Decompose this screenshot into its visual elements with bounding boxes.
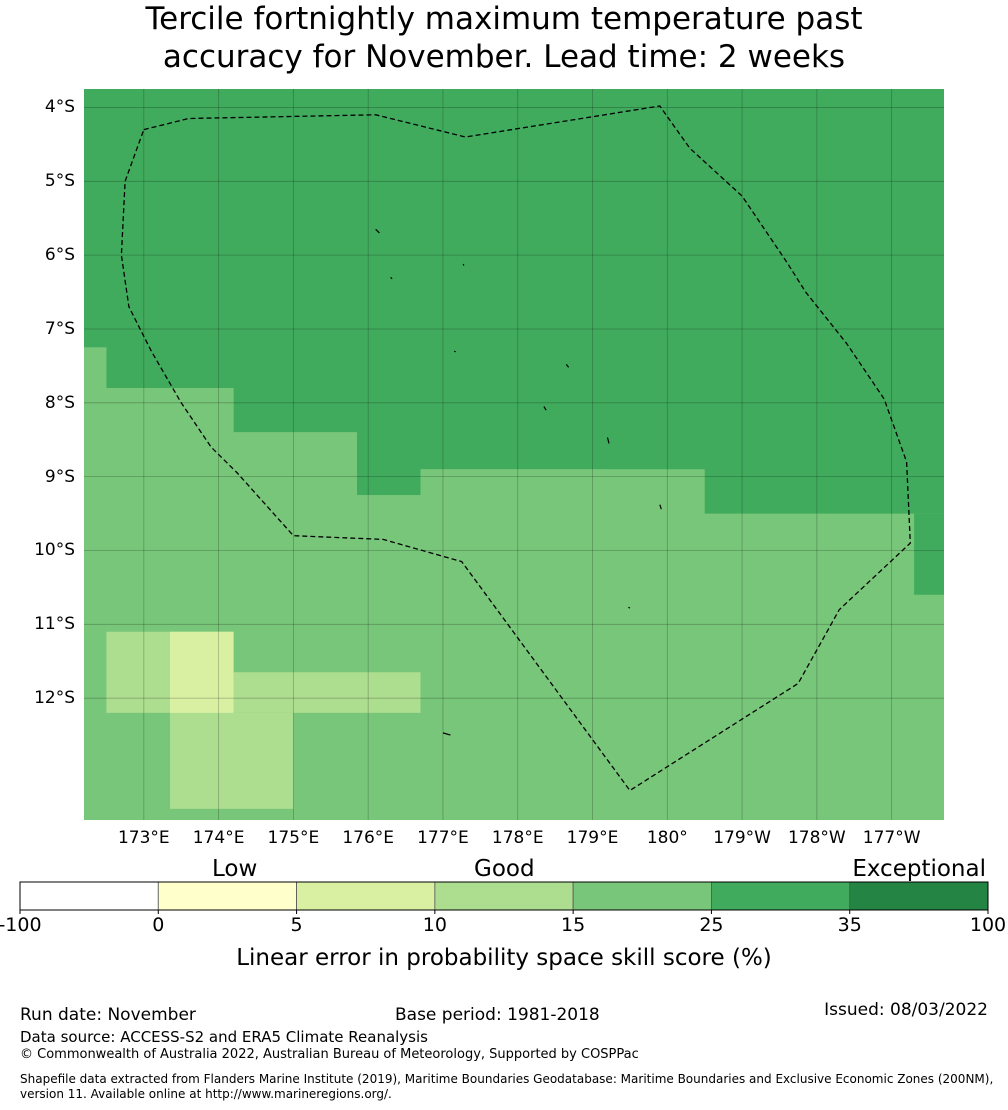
island [390, 276, 393, 280]
lon-label: 176°E [342, 828, 395, 848]
lat-label: 12°S [34, 688, 75, 709]
colorbar-tick-label: 25 [699, 914, 724, 936]
island [659, 504, 662, 510]
colorbar-frame [19, 881, 989, 911]
base-period: Base period: 1981-2018 [395, 1005, 600, 1025]
shapefile-credit-line-2: version 11. Available online at http://w… [20, 1087, 392, 1101]
colorbar-tick-label: 100 [969, 914, 1007, 936]
skill-region-10 [170, 631, 234, 713]
eez-boundary [120, 105, 911, 792]
lon-label: 178°E [491, 828, 544, 848]
run-date: Run date: November [20, 1005, 196, 1025]
island [375, 228, 380, 234]
colorbar-tick-label: 15 [561, 914, 586, 936]
skill-score-map [84, 89, 944, 820]
island [442, 732, 451, 736]
lat-label: 11°S [34, 614, 75, 635]
colorbar-tick-label: 10 [422, 914, 447, 936]
skill-region-2 [704, 543, 915, 595]
lat-label: 9°S [44, 466, 75, 487]
chart-title-line-2: accuracy for November. Lead time: 2 week… [162, 39, 846, 75]
skill-region-1 [84, 347, 604, 555]
lon-label: 174°E [192, 828, 245, 848]
colorbar-tick-label: 0 [152, 914, 165, 936]
colorbar-label: Linear error in probability space skill … [236, 945, 772, 971]
skill-region-8 [233, 672, 421, 713]
lat-label: 4°S [44, 97, 75, 118]
skill-region-5 [420, 808, 481, 820]
lat-label: 7°S [44, 318, 75, 339]
colorbar [19, 881, 989, 914]
colorbar-segment [296, 881, 436, 911]
lat-label: 10°S [34, 540, 75, 561]
copyright-notice: © Commonwealth of Australia 2022, Austra… [20, 1047, 639, 1062]
lon-label: 173°E [117, 828, 170, 848]
colorbar-segment [711, 881, 851, 911]
category-label-low: Low [212, 856, 258, 882]
skill-region-0 [84, 89, 944, 514]
island [606, 437, 610, 444]
lon-label: 179°W [713, 828, 771, 848]
island [453, 350, 456, 353]
colorbar-tick-label: -100 [0, 914, 42, 936]
lon-label: 177°E [417, 828, 469, 848]
lon-label: 175°E [267, 828, 320, 848]
data-source: Data source: ACCESS-S2 and ERA5 Climate … [20, 1028, 428, 1046]
shapefile-credit-line-1: Shapefile data extracted from Flanders M… [20, 1072, 994, 1086]
colorbar-tick-label: 35 [837, 914, 862, 936]
skill-region-9 [170, 712, 294, 809]
lon-label: 177°W [862, 828, 921, 848]
colorbar-segment [572, 881, 712, 911]
colorbar-segment [157, 881, 297, 911]
colorbar-segment [849, 881, 989, 911]
island [565, 364, 570, 368]
skill-region-6 [914, 513, 944, 595]
island [462, 263, 465, 266]
skill-region-4 [704, 749, 855, 820]
skill-region-3 [914, 594, 944, 713]
lon-label: 179°E [566, 828, 619, 848]
category-label-exceptional: Exceptional [852, 856, 986, 882]
lat-label: 6°S [44, 245, 75, 266]
lon-label: 178°W [787, 828, 846, 848]
lat-label: 8°S [44, 392, 75, 413]
island [543, 406, 547, 411]
lat-label: 5°S [44, 171, 75, 192]
island [628, 606, 631, 609]
issued-date: Issued: 08/03/2022 [824, 1000, 988, 1020]
chart-title-line-1: Tercile fortnightly maximum temperature … [145, 1, 863, 37]
colorbar-segment [19, 881, 159, 911]
lon-label: 180° [646, 828, 688, 848]
colorbar-tick-label: 5 [290, 914, 303, 936]
colorbar-segment [434, 881, 574, 911]
category-label-good: Good [474, 856, 535, 882]
